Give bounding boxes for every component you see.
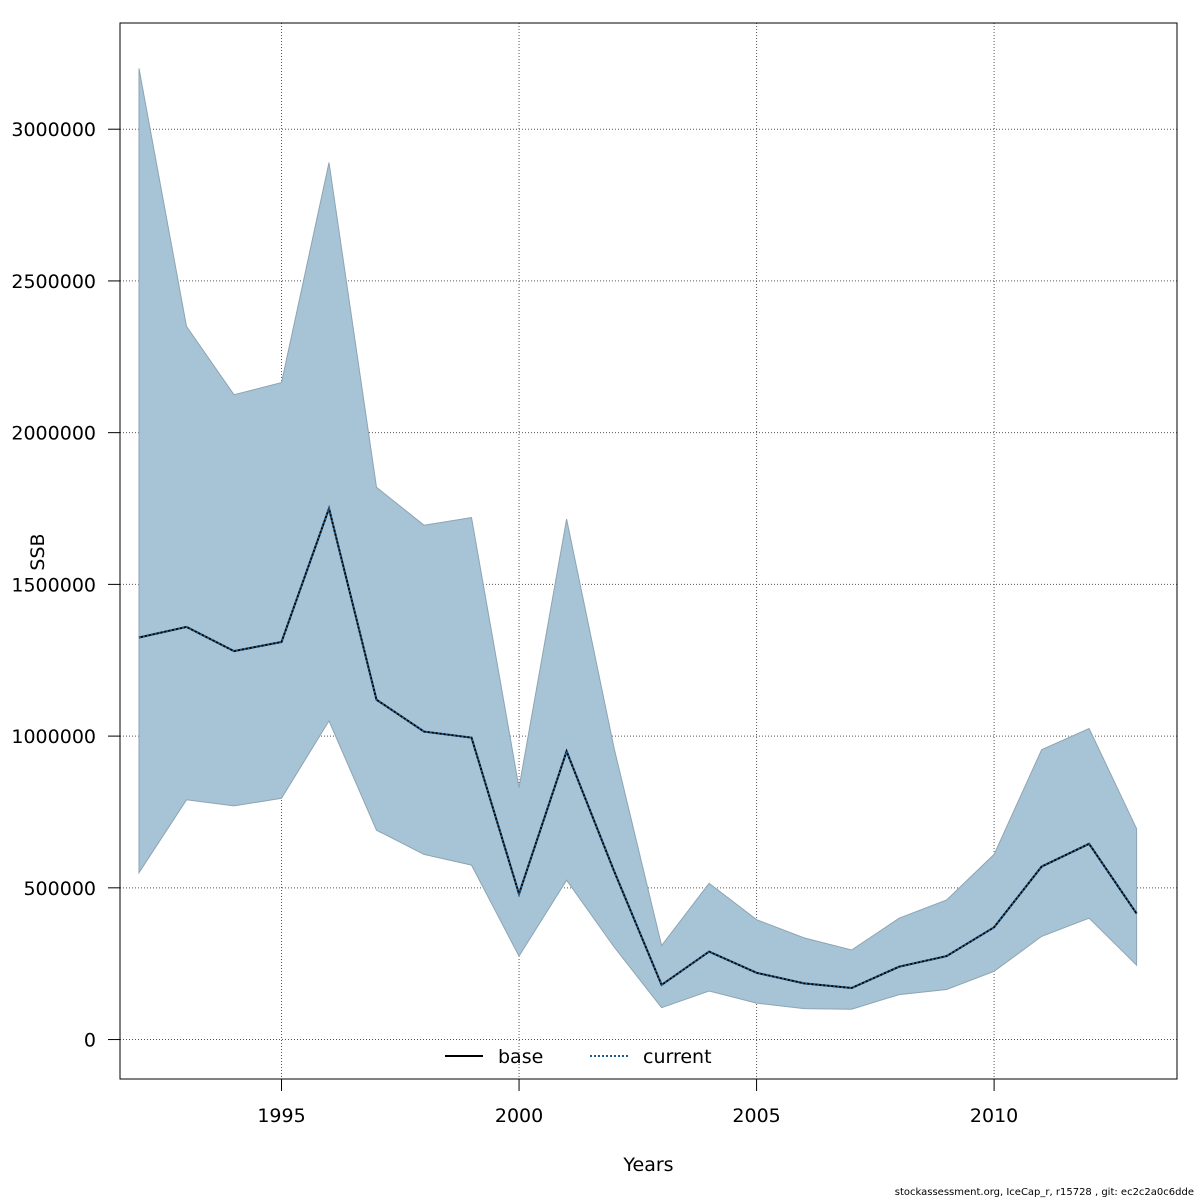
- plot-frame: [119, 22, 1178, 1080]
- x-tick-label: 1995: [257, 1105, 305, 1127]
- confidence-band-group: [138, 68, 1138, 1010]
- legend: base current: [445, 1046, 712, 1068]
- series-lines: [138, 505, 1138, 990]
- y-tick-label: 3000000: [11, 119, 96, 141]
- y-tick-label: 0: [84, 1030, 96, 1052]
- y-tick-label: 2000000: [11, 423, 96, 445]
- confidence-band: [138, 68, 1138, 1010]
- y-tick-label: 500000: [23, 878, 96, 900]
- x-tick-label: 2005: [732, 1105, 780, 1127]
- legend-label-base: base: [498, 1046, 543, 1068]
- legend-label-current: current: [643, 1046, 712, 1068]
- y-axis-title: SSB: [27, 533, 49, 570]
- series-line-current: [138, 505, 1138, 990]
- y-tick-label: 2500000: [11, 271, 96, 293]
- y-tick-label: 1500000: [11, 574, 96, 596]
- x-axis: 1995 2000 2005 2010: [257, 1079, 1018, 1127]
- y-axis: 0 500000 1000000 1500000 2000000 2500000 30000…: [11, 119, 120, 1052]
- y-tick-label: 1000000: [11, 726, 96, 748]
- x-tick-label: 2000: [495, 1105, 543, 1127]
- x-tick-label: 2010: [970, 1105, 1018, 1127]
- footer-note: stockassessment.org, IceCap_r, r15728 , …: [894, 1187, 1194, 1198]
- x-axis-title: Years: [622, 1154, 673, 1176]
